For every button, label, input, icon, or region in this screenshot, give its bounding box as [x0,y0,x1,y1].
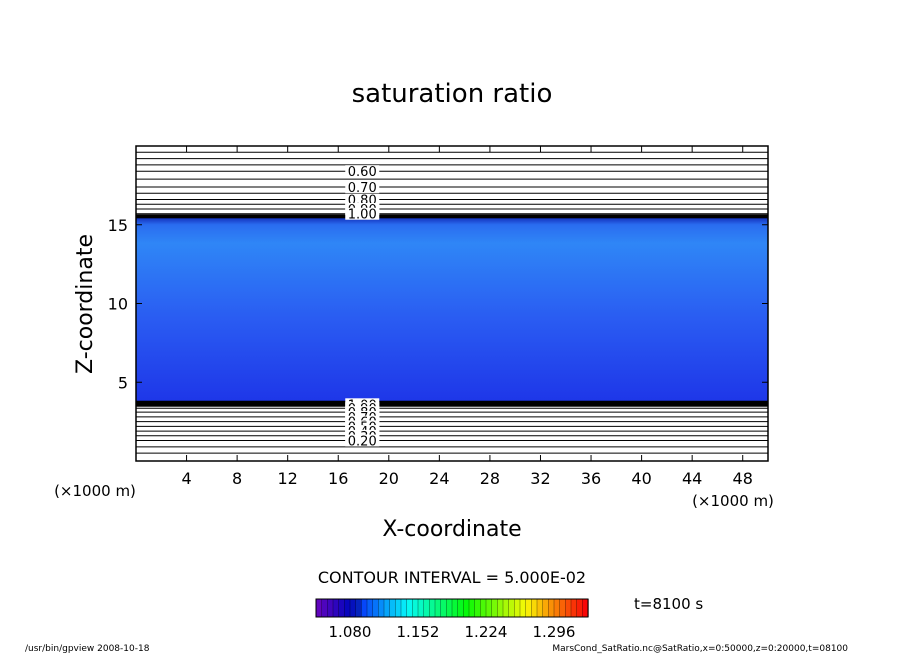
upper-contour-label-bg [345,165,380,178]
colorbar-cell [457,598,464,618]
colorbar-cell [519,598,527,618]
colorbar-cell [406,598,413,618]
colorbar-tick-label: 1.152 [397,623,440,641]
chart-title: saturation ratio [352,79,553,109]
colorbar-cell [315,598,323,618]
x-tick-label: 12 [278,469,298,488]
colorbar-cell [372,598,379,618]
colorbar-cell [446,598,453,618]
y-tick-label: 5 [118,373,128,392]
colorbar-frame [315,598,589,618]
y-tick-label: 15 [108,216,128,235]
contour-interval: CONTOUR INTERVAL = 5.000E-02 [318,568,586,587]
x-tick-label: 8 [232,469,242,488]
colorbar-cell [553,598,561,618]
x-tick-label: 4 [181,469,191,488]
colorbar-cell [451,598,459,618]
x-tick-label: 48 [733,469,753,488]
colorbar-cell [463,598,470,618]
colorbar-cell [429,598,436,618]
colorbar-cell [559,598,566,618]
colorbar-tick-label: 1.080 [329,623,372,641]
colorbar-cell [361,598,368,618]
colorbar-cell [344,598,351,618]
footer-source: MarsCond_SatRatio.nc@SatRatio,x=0:50000,… [552,644,848,654]
colorbar-cell [565,598,572,618]
upper-contour-label: 1.00 [348,208,377,223]
x-tick-label: 44 [682,469,702,488]
colorbar-cell [338,598,345,618]
colorbar-cell [570,598,578,618]
x-tick-label: 40 [631,469,651,488]
colorbar-cell [423,598,430,618]
colorbar-cell [502,598,510,618]
colorbar-cell [514,598,521,618]
colorbar-cell [349,598,357,618]
lower-contour-label-bg [345,434,380,447]
colorbar-cell [536,598,544,618]
colorbar-cell [327,598,334,618]
y-axis-title: Z-coordinate [73,234,98,374]
colorbar-cell [378,598,385,618]
upper-contour-label-bg [345,207,380,220]
colorbar-cell [497,598,504,618]
x-tick-label: 16 [328,469,348,488]
colorbar-tick-label: 1.224 [465,623,508,641]
x-tick-label: 36 [581,469,601,488]
footer-program: /usr/bin/gpview 2008-10-18 [25,644,150,654]
colorbar-cell [321,598,328,618]
x-unit-label-left: (×1000 m) [54,482,136,500]
band-bottom-edge [136,400,768,407]
colorbar-cell [491,598,498,618]
colorbar-cell [508,598,515,618]
x-tick-label: 32 [530,469,550,488]
upper-contour-label-bg [345,180,380,193]
colorbar-cell [440,598,447,618]
y-tick-label: 10 [108,295,128,314]
colorbar-cell [332,598,340,618]
x-tick-label: 24 [429,469,449,488]
upper-contour-label-bg [345,193,380,206]
colorbar-cell [542,598,549,618]
time-label: t=8100 s [634,595,703,613]
filled-band [136,215,768,403]
x-tick-label: 28 [480,469,500,488]
band-top-edge [136,214,768,219]
colorbar-cell [417,598,425,618]
x-tick-label: 20 [379,469,399,488]
colorbar-cell [548,598,555,618]
colorbar-cell [383,598,391,618]
colorbar-cell [389,598,396,618]
colorbar-cell [525,598,532,618]
colorbar-cell [485,598,493,618]
colorbar-tick-label: 1.296 [533,623,576,641]
lower-contour-label: 0.20 [348,435,377,450]
x-axis-title: X-coordinate [382,517,521,542]
x-unit-label-right: (×1000 m) [692,492,774,510]
upper-contour-label: 0.70 [348,181,377,196]
colorbar-cell [531,598,538,618]
colorbar-cell [355,598,362,618]
colorbar-cell [576,598,583,618]
colorbar-cell [468,598,476,618]
colorbar-cell [400,598,408,618]
colorbar-cell [395,598,402,618]
colorbar-cell [474,598,481,618]
upper-contour-label: 0.60 [348,165,377,180]
colorbar-cell [434,598,442,618]
colorbar-cell [480,598,487,618]
colorbar-cell [366,598,374,618]
colorbar-cell [412,598,419,618]
